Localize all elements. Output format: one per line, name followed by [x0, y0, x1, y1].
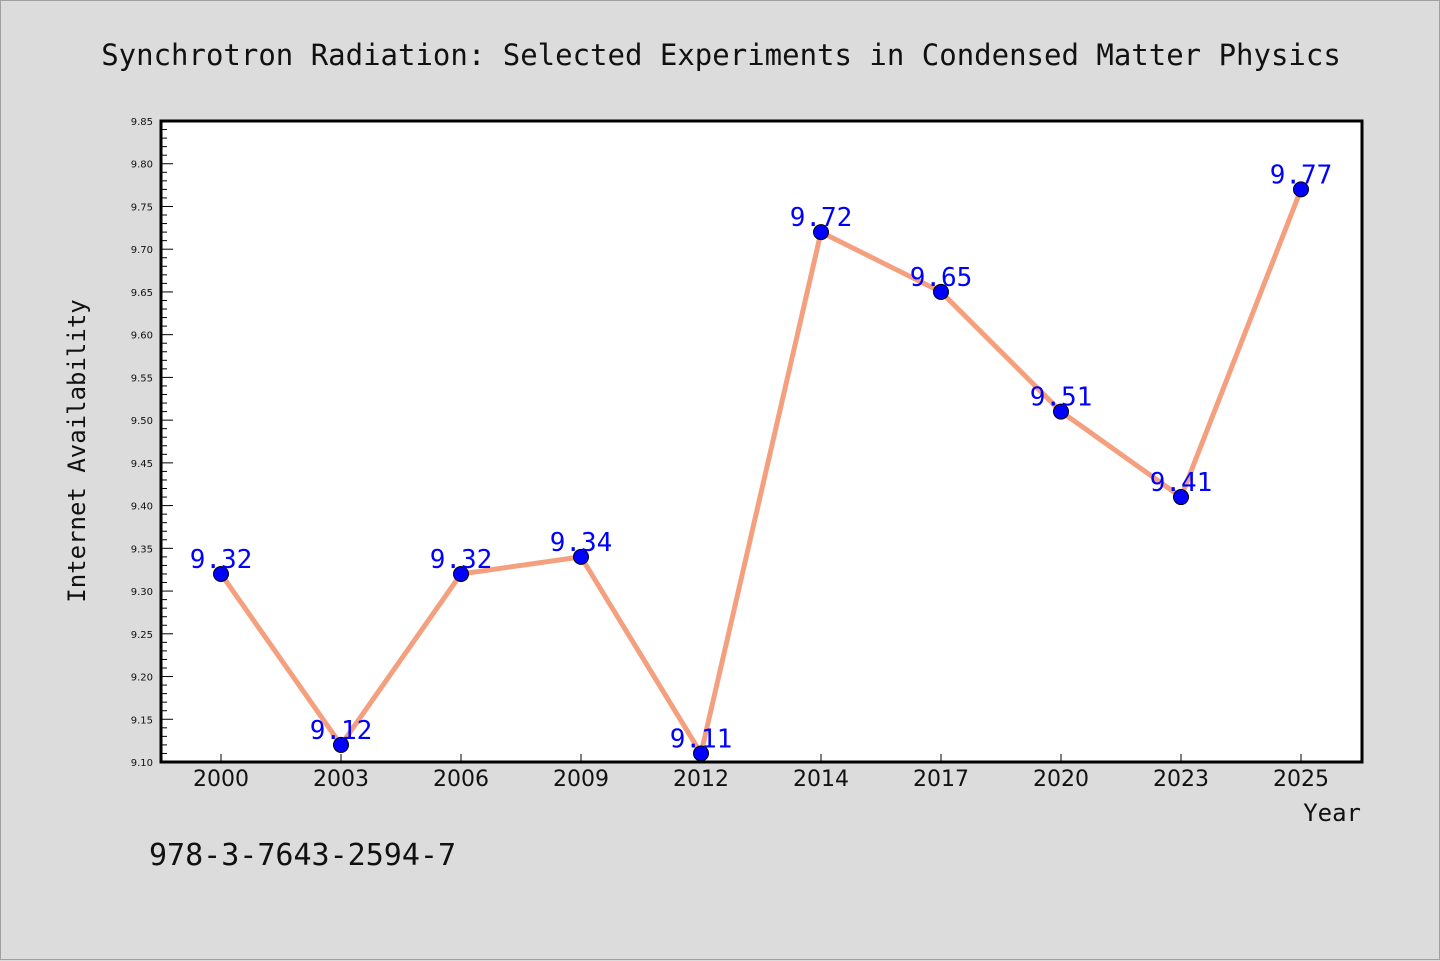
x-tick-label: 2020: [1033, 767, 1089, 792]
y-axis-label: Internet Availability: [63, 299, 91, 602]
series-line: [218, 186, 1304, 756]
x-tick-label: 2006: [433, 767, 489, 792]
x-tick-label: 2025: [1273, 767, 1329, 792]
y-tick-label: 9.75: [131, 202, 153, 213]
data-label: 9.41: [1150, 468, 1213, 498]
x-tick-label: 2000: [193, 767, 249, 792]
y-tick-label: 9.65: [131, 288, 153, 299]
y-tick-label: 9.80: [131, 160, 153, 171]
y-tick-label: 9.35: [131, 544, 153, 555]
y-tick-label: 9.55: [131, 373, 153, 384]
data-point: [693, 745, 709, 762]
plot-area: [159, 119, 1364, 764]
y-tick-label: 9.85: [131, 117, 153, 128]
data-point: [1053, 403, 1069, 420]
data-point: [573, 548, 589, 565]
y-tick-label: 9.20: [131, 673, 153, 684]
data-point: [1293, 181, 1309, 198]
data-label: 9.77: [1270, 160, 1333, 190]
data-label: 9.51: [1030, 383, 1093, 413]
x-tick-label: 2023: [1153, 767, 1209, 792]
x-tick-label: 2017: [913, 767, 969, 792]
data-point: [933, 283, 949, 300]
data-point: [1173, 489, 1189, 506]
x-tick-label: 2009: [553, 767, 609, 792]
y-tick-label: 9.40: [131, 502, 153, 513]
x-tick-label: 2003: [313, 767, 369, 792]
data-label: 9.11: [670, 724, 733, 754]
series-layer: [213, 181, 1309, 762]
x-tick-label: 2012: [673, 767, 729, 792]
y-tick-label: 9.25: [131, 630, 153, 641]
y-tick-label: 9.15: [131, 715, 153, 726]
data-label: 9.32: [430, 545, 493, 575]
y-tick-label: 9.30: [131, 587, 153, 598]
data-point: [453, 565, 469, 582]
data-label: 9.72: [790, 203, 853, 233]
data-label: 9.32: [190, 545, 253, 575]
data-label: 9.12: [310, 716, 373, 746]
data-label: 9.65: [910, 263, 973, 293]
x-axis-label: Year: [1303, 799, 1361, 827]
y-tick-label: 9.70: [131, 245, 153, 256]
y-tick-label: 9.10: [131, 758, 153, 769]
x-axis: 2000 2003 2006 2009 2012 2014 2017 2020 2023 2025: [193, 754, 1329, 792]
data-label-layer: 9.32 9.12 9.32 9.34 9.11 9.72 9.65 9.51 9.41 9.77: [190, 160, 1333, 754]
y-tick-label: 9.60: [131, 331, 153, 342]
y-axis: 9.10 9.15 9.20 9.25 9.30 9.35 9.40 9.45 9.50 9.55…: [131, 117, 173, 769]
data-point: [333, 736, 349, 753]
y-tick-label: 9.45: [131, 459, 153, 470]
isbn-text: 978-3-7643-2594-7: [149, 838, 456, 873]
data-label: 9.34: [550, 528, 613, 558]
y-tick-label: 9.50: [131, 416, 153, 427]
x-tick-label: 2014: [793, 767, 849, 792]
data-point: [213, 565, 229, 582]
chart-title: Synchrotron Radiation: Selected Experime…: [101, 38, 1341, 72]
data-point: [813, 224, 829, 241]
